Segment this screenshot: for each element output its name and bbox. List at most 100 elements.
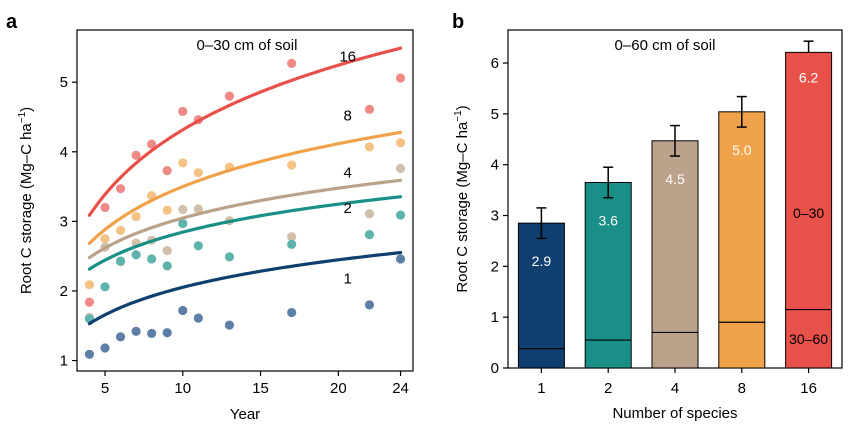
fit-curve: [87, 178, 403, 260]
data-point: [162, 261, 172, 271]
bar-value-label: 3.6: [598, 212, 618, 228]
x-tick-label: 20: [330, 380, 347, 397]
panel-b-y-label-sup: −1: [453, 110, 464, 122]
data-point: [364, 300, 375, 310]
panel-b-layer-bottom-label: 30–60: [789, 331, 828, 347]
data-point: [147, 254, 157, 264]
series-label: 8: [343, 107, 351, 124]
data-point: [364, 230, 375, 240]
data-point: [178, 158, 188, 168]
y-tick-label: 5: [60, 74, 68, 91]
data-point: [224, 320, 235, 330]
panel-a-chart: a 1 2 3 4 5 5 10 15 20 24 16 8 4 2 1 0–30 cm of soil…: [6, 11, 414, 423]
data-point: [193, 168, 203, 178]
data-point: [287, 232, 297, 242]
x-tick-label: 1: [537, 380, 545, 397]
series-label: 1: [343, 270, 351, 287]
y-tick-label: 2: [491, 258, 499, 275]
data-point: [395, 138, 406, 148]
data-point: [178, 305, 188, 316]
data-point: [162, 246, 172, 256]
y-tick-label: 3: [491, 208, 499, 225]
x-tick-label: 16: [800, 380, 817, 397]
bar-value-label: 5.0: [732, 142, 752, 158]
y-tick-label: 1: [491, 309, 499, 326]
data-point: [395, 210, 406, 220]
y-tick-label: 6: [491, 55, 499, 72]
data-point: [115, 225, 126, 236]
data-point: [84, 280, 95, 290]
panel-b-chart: b 0 1 2 3 4 5 6 1 2 4 8 16 2.9 3.6 4.5 5.0 6.2 0–60 cm…: [452, 11, 843, 422]
series-label: 4: [343, 165, 351, 182]
x-tick-label: 4: [671, 380, 679, 397]
data-point: [193, 241, 203, 251]
x-tick-label: 10: [174, 380, 191, 397]
data-point: [131, 211, 141, 222]
x-tick-label: 24: [392, 380, 409, 397]
data-point: [178, 218, 188, 229]
data-point: [287, 239, 297, 249]
panel-a-curves: [87, 46, 403, 326]
data-point: [84, 297, 95, 307]
panel-a-letter: a: [6, 11, 18, 33]
panel-a-y-label-end: ): [18, 107, 35, 112]
fit-curve: [87, 195, 403, 271]
y-tick-label: 3: [60, 213, 68, 230]
data-point: [131, 326, 141, 336]
bar: [517, 222, 565, 369]
bar: [584, 181, 632, 369]
data-point: [162, 165, 172, 176]
panel-b-layer-top-label: 0–30: [793, 205, 824, 221]
data-point: [100, 234, 110, 244]
x-tick-label: 2: [604, 380, 612, 397]
x-tick-label: 5: [101, 380, 109, 397]
data-point: [162, 328, 172, 338]
panel-b-x-axis: 1 2 4 8 16: [537, 368, 817, 397]
data-point: [395, 163, 406, 174]
data-point: [131, 250, 141, 260]
panel-a-points: [84, 58, 406, 359]
data-point: [287, 307, 297, 318]
data-point: [147, 139, 157, 149]
data-point: [178, 204, 188, 215]
data-point: [193, 313, 203, 323]
y-tick-label: 5: [491, 106, 499, 123]
x-tick-label: 15: [252, 380, 269, 397]
x-tick-label: 8: [738, 380, 746, 397]
data-point: [364, 142, 375, 152]
data-point: [224, 252, 235, 262]
panel-a-y-axis: 1 2 3 4 5: [60, 74, 77, 370]
panel-b-letter: b: [452, 11, 464, 33]
panel-a-y-label: Root C storage (Mg–C ha−1): [17, 107, 35, 294]
data-point: [395, 73, 406, 83]
series-label: 16: [339, 48, 356, 65]
panel-a-annotation: 0–30 cm of soil: [197, 37, 298, 54]
data-point: [193, 204, 203, 214]
panel-a-plot-frame: [76, 29, 414, 372]
panel-a-x-axis: 5 10 15 20 24: [101, 371, 409, 397]
data-point: [147, 328, 157, 339]
bar-value-label: 2.9: [532, 253, 552, 269]
data-point: [100, 202, 110, 213]
data-point: [115, 332, 126, 342]
y-tick-label: 2: [60, 283, 68, 300]
data-point: [364, 209, 375, 219]
panel-b-y-label-main: Root C storage (Mg–C ha: [454, 121, 471, 293]
y-tick-label: 1: [60, 353, 68, 370]
data-point: [100, 282, 110, 292]
data-point: [100, 343, 110, 353]
panel-b-x-label: Number of species: [612, 405, 737, 422]
y-tick-label: 0: [491, 360, 499, 377]
data-point: [84, 349, 95, 359]
data-point: [224, 91, 235, 101]
data-point: [364, 104, 375, 114]
bar-value-label: 6.2: [799, 69, 819, 85]
panel-b-y-label: Root C storage (Mg–C ha−1): [453, 105, 471, 292]
data-point: [395, 254, 406, 264]
data-point: [178, 106, 188, 117]
panel-a-x-label: Year: [230, 406, 260, 423]
data-point: [287, 58, 297, 69]
bar-value-label: 4.5: [665, 171, 685, 187]
bar: [718, 111, 766, 369]
